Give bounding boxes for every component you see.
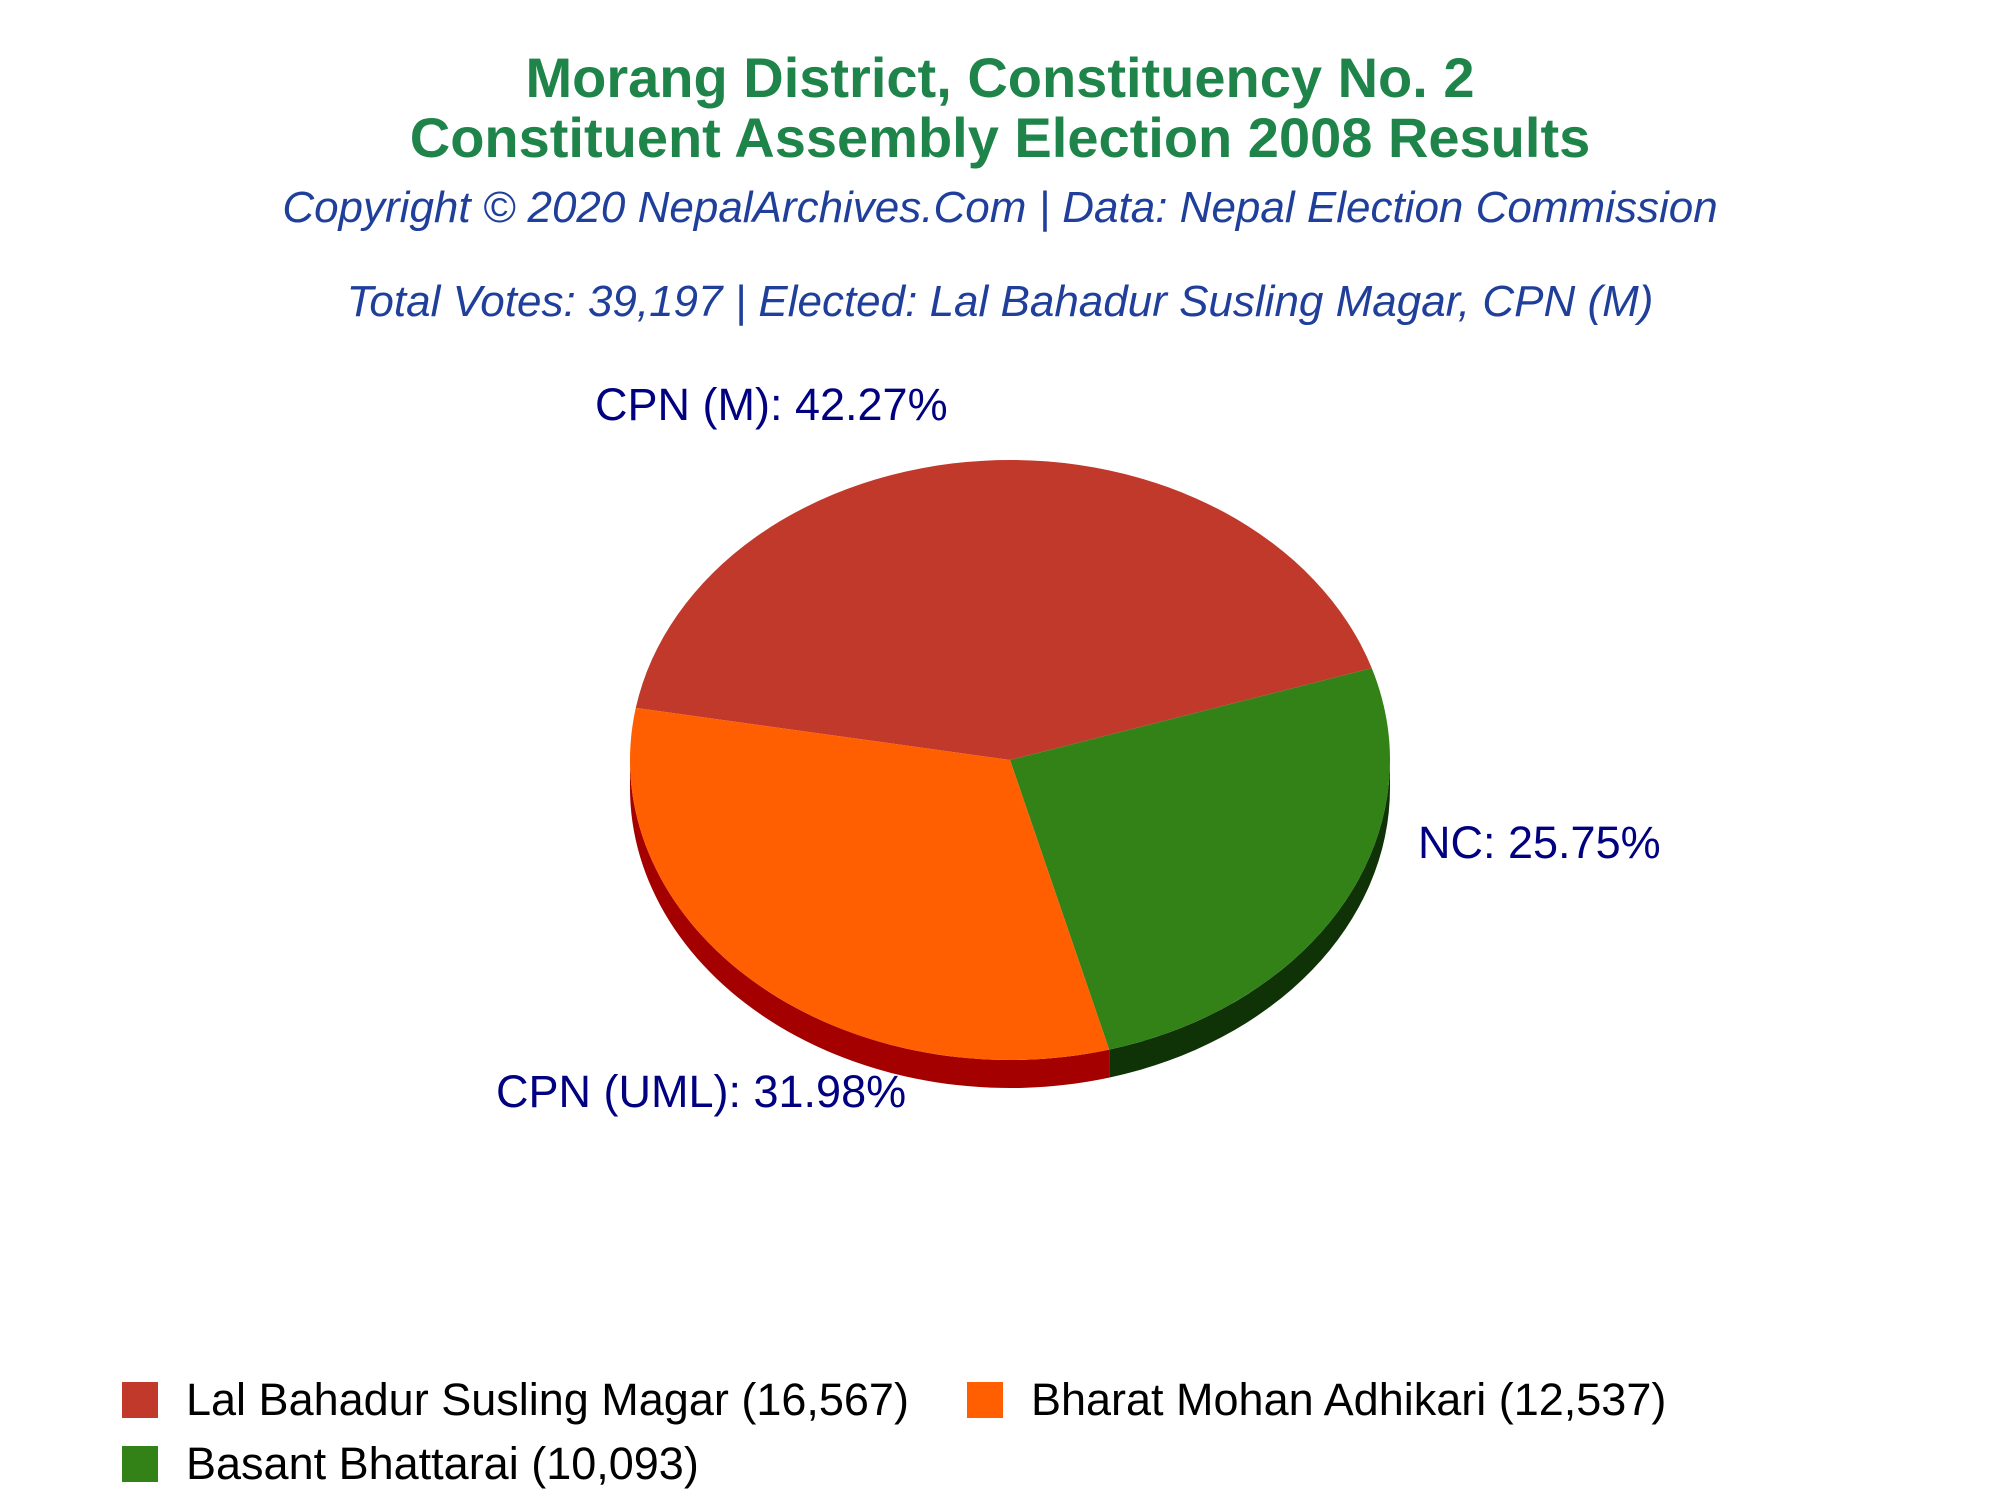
pie-labels: CPN (M): 42.27% NC: 25.75% CPN (UML): 31.9… (496, 379, 1661, 1117)
pie-side-nc (1109, 760, 1390, 1078)
legend-swatch-cpn-uml (966, 1382, 1003, 1418)
pie-slice-cpn-m (635, 460, 1372, 760)
slice-label-nc: NC: 25.75% (1418, 817, 1661, 868)
chart-title: Morang District, Constituency No. 2 (525, 46, 1475, 109)
pie-sides (630, 760, 1390, 1088)
slice-label-cpn-uml: CPN (UML): 31.98% (496, 1066, 906, 1117)
legend-label-cpn-m: Lal Bahadur Susling Magar (16,567) (186, 1374, 909, 1425)
copyright-note: Copyright © 2020 NepalArchives.Com | Dat… (282, 183, 1718, 232)
legend-row-2: Basant Bhattarai (10,093) (122, 1432, 1942, 1496)
pie-side-cpn-uml (630, 760, 1110, 1088)
legend: Lal Bahadur Susling Magar (16,567) Bhara… (122, 1368, 1942, 1496)
legend-label-cpn-uml: Bharat Mohan Adhikari (12,537) (1030, 1374, 1667, 1425)
pie-slice-nc (1010, 668, 1390, 1050)
pie-tops (630, 460, 1390, 1060)
legend-item-cpn-uml: Bharat Mohan Adhikari (12,537) (966, 1374, 1667, 1426)
legend-item-nc: Basant Bhattarai (10,093) (122, 1438, 699, 1490)
legend-swatch-cpn-m (122, 1382, 158, 1418)
pie-slice-cpn-uml (630, 707, 1110, 1060)
slice-label-cpn-m: CPN (M): 42.27% (595, 379, 948, 430)
vote-summary: Total Votes: 39,197 | Elected: Lal Bahad… (346, 277, 1654, 326)
legend-label-nc: Basant Bhattarai (10,093) (186, 1438, 699, 1489)
chart-subtitle: Constituent Assembly Election 2008 Resul… (409, 106, 1591, 169)
legend-swatch-nc (122, 1446, 158, 1482)
legend-row-1: Lal Bahadur Susling Magar (16,567) Bhara… (122, 1368, 1942, 1432)
legend-item-cpn-m: Lal Bahadur Susling Magar (16,567) (122, 1374, 909, 1426)
